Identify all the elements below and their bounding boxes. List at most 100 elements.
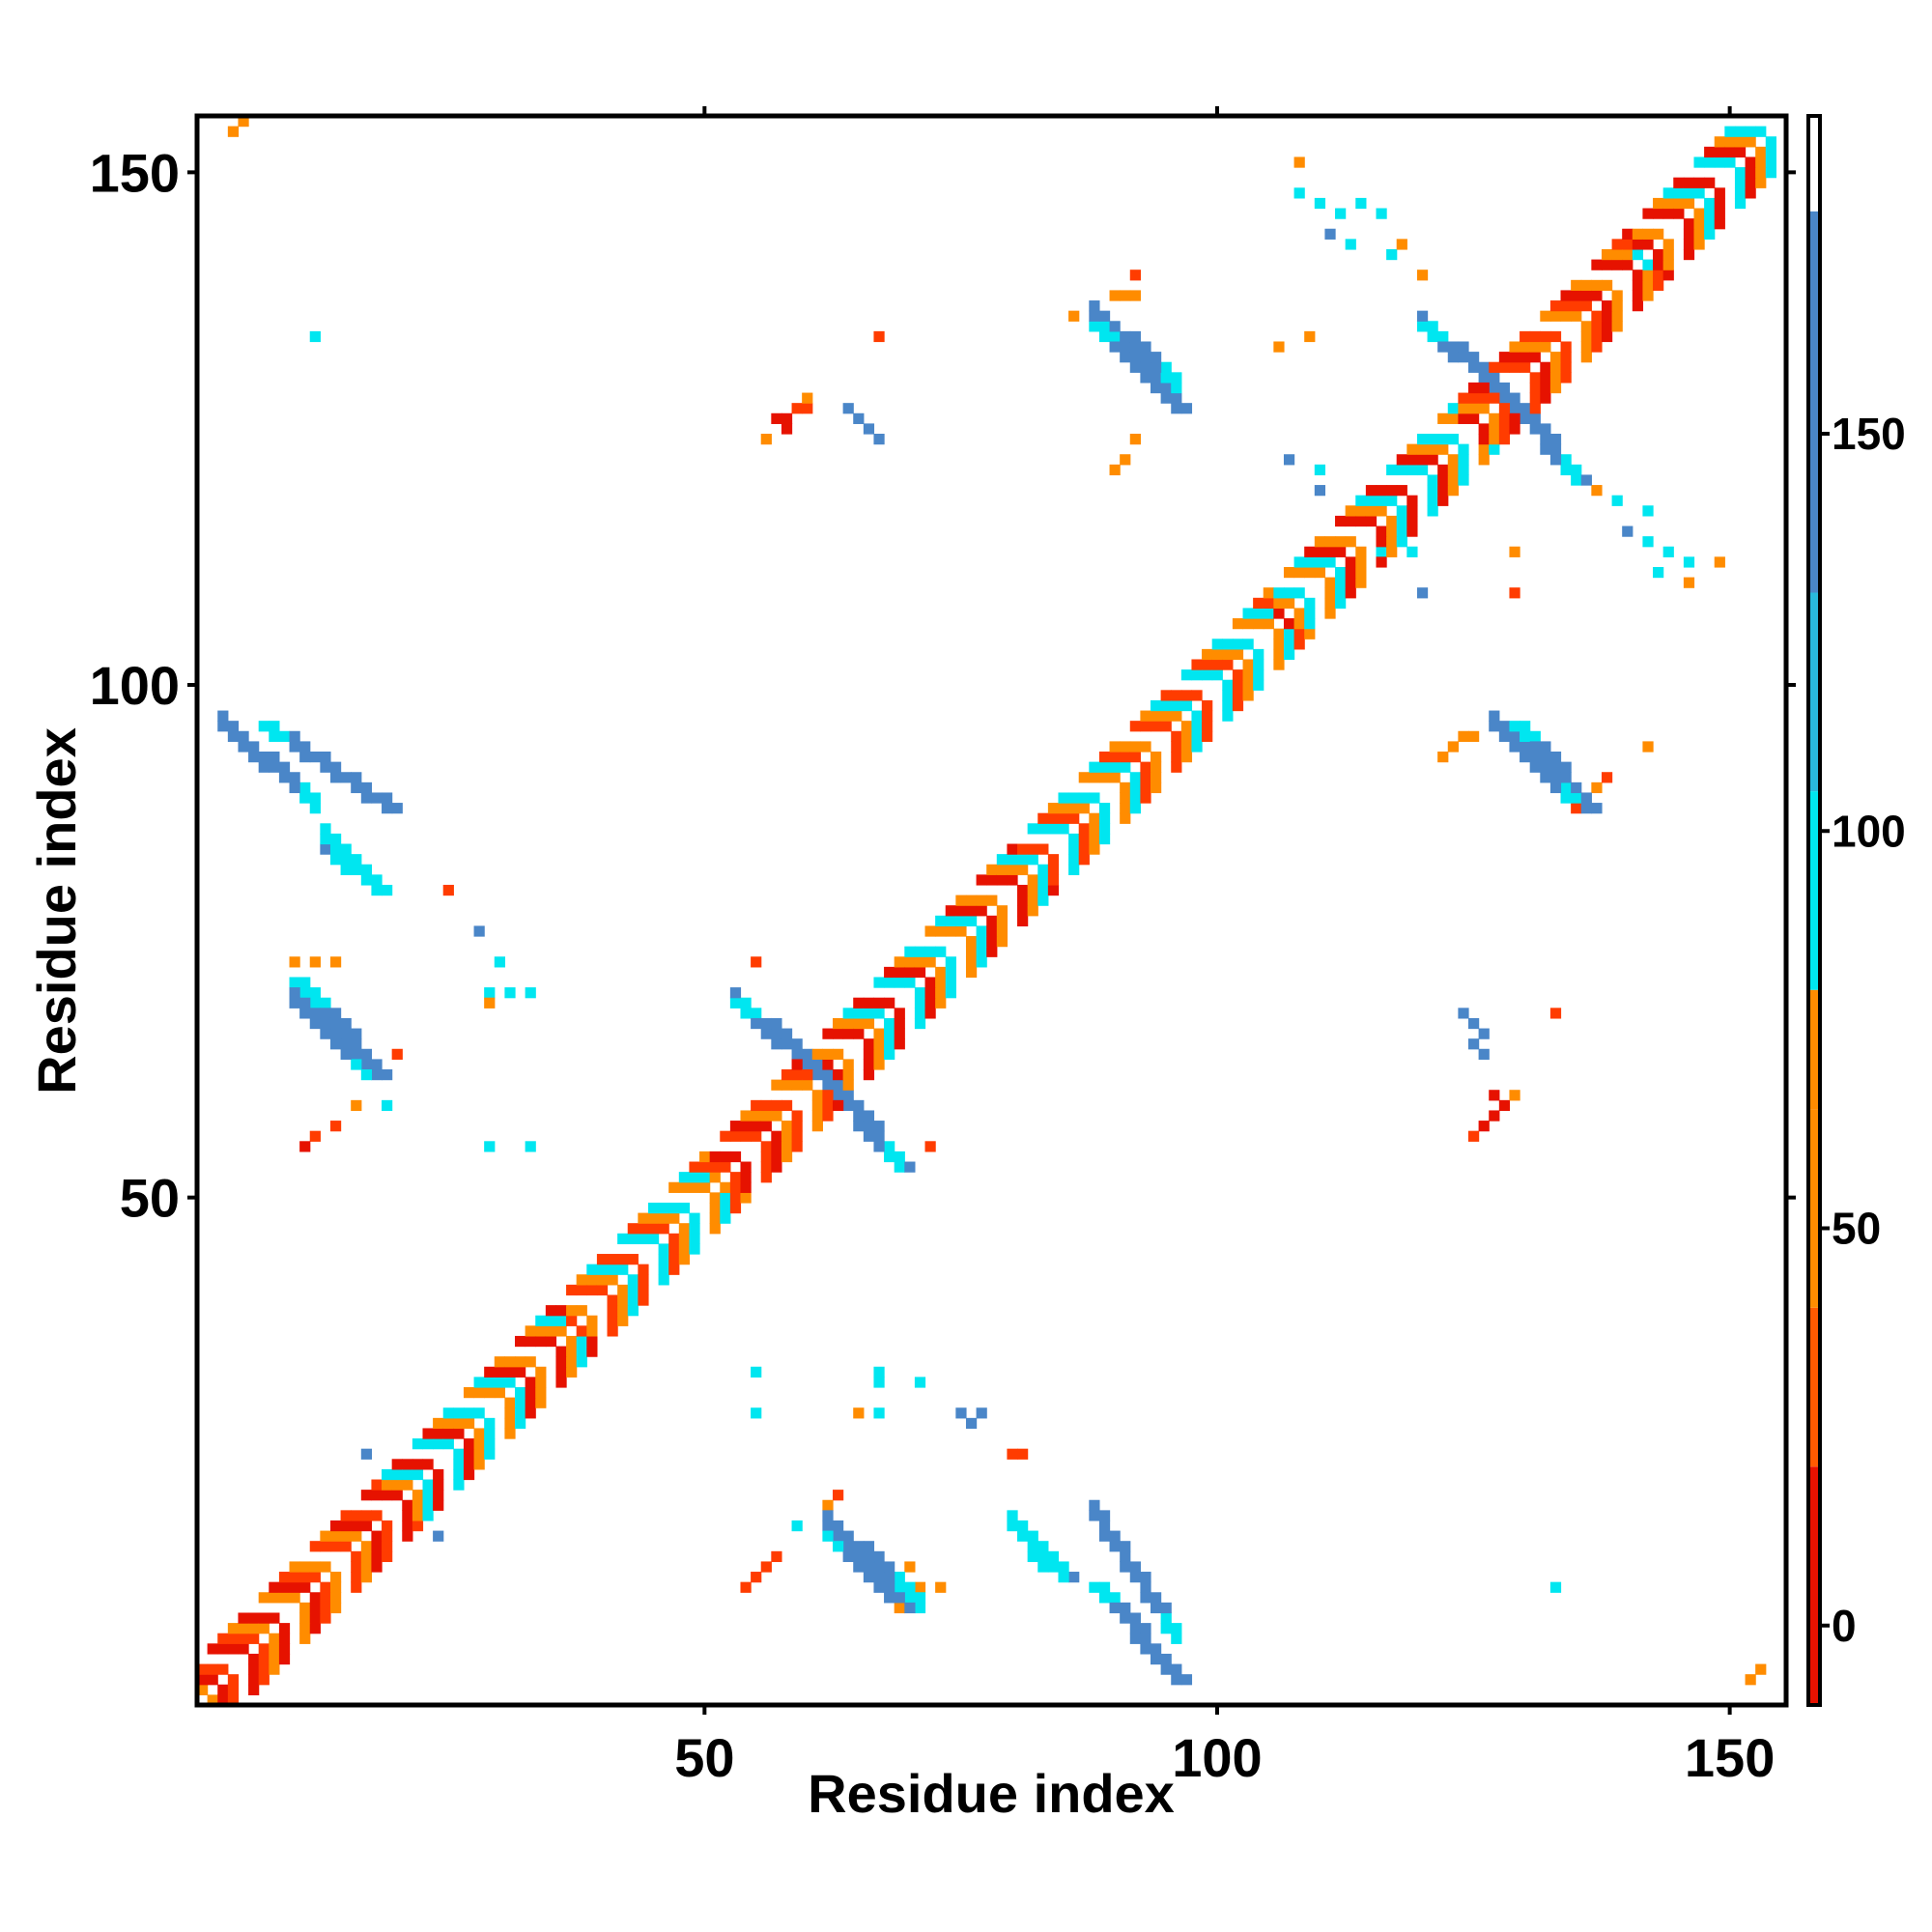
contact-cell — [1293, 156, 1305, 168]
diagonal-cell — [1222, 659, 1234, 670]
diagonal-cell — [1458, 454, 1469, 466]
strand-cell — [1140, 1581, 1151, 1593]
diagonal-cell — [1089, 833, 1100, 845]
diagonal-cell — [781, 1079, 793, 1091]
strand-cell — [1529, 761, 1541, 773]
diagonal-cell — [1017, 915, 1029, 927]
diagonal-cell — [678, 1254, 691, 1265]
contact-cell — [1498, 1099, 1511, 1112]
diagonal-cell — [884, 977, 895, 988]
colorbar-band — [1808, 116, 1820, 212]
diagonal-cell — [914, 1017, 926, 1030]
diagonal-cell — [1580, 330, 1592, 343]
diagonal-cell — [238, 1643, 249, 1655]
strand-cell — [1037, 1550, 1049, 1563]
diagonal-cell — [535, 1315, 547, 1326]
diagonal-cell — [566, 1346, 578, 1357]
strand-cell — [1140, 1572, 1151, 1583]
diagonal-cell — [1642, 279, 1654, 292]
diagonal-cell — [1232, 690, 1244, 701]
diagonal-cell — [781, 1069, 793, 1081]
diagonal-cell — [278, 1633, 291, 1644]
diagonal-cell — [238, 1612, 249, 1624]
contact-cell — [1017, 1448, 1029, 1460]
diagonal-cell — [607, 1305, 618, 1317]
diagonal-cell — [1498, 412, 1511, 424]
contact-cell — [391, 1048, 403, 1060]
diagonal-cell — [1529, 330, 1541, 343]
strand-cell — [1151, 372, 1162, 384]
strand-cell — [740, 997, 752, 1009]
diagonal-cell — [1345, 556, 1356, 568]
strand-cell — [1160, 1612, 1172, 1624]
diagonal-cell — [1642, 290, 1654, 301]
diagonal-cell — [740, 1161, 752, 1173]
diagonal-cell — [1704, 228, 1716, 240]
diagonal-cell — [1027, 874, 1038, 886]
strand-cell — [382, 1069, 393, 1081]
strand-cell — [1549, 761, 1562, 773]
contact-cell — [1591, 485, 1603, 497]
diagonal-cell — [586, 1315, 598, 1326]
diagonal-cell — [412, 1490, 424, 1501]
strand-cell — [340, 772, 352, 783]
diagonal-cell — [576, 1346, 587, 1357]
diagonal-cell — [1406, 505, 1418, 517]
diagonal-cell — [1068, 854, 1080, 866]
diagonal-cell — [955, 895, 967, 906]
diagonal-cell — [1242, 618, 1254, 630]
strand-cell — [299, 752, 311, 763]
diagonal-cell — [1386, 515, 1398, 527]
diagonal-cell — [863, 1059, 875, 1070]
diagonal-cell — [320, 1530, 331, 1542]
diagonal-cell — [1191, 730, 1203, 742]
diagonal-cell — [1520, 330, 1531, 343]
diagonal-cell — [484, 1428, 496, 1439]
y-axis-title: Residue index — [26, 727, 87, 1094]
diagonal-cell — [627, 1294, 639, 1306]
strand-cell — [833, 1541, 844, 1552]
diagonal-cell — [433, 1490, 444, 1501]
strand-cell — [320, 761, 331, 773]
diagonal-cell — [1098, 812, 1111, 824]
diagonal-cell — [760, 1141, 772, 1152]
diagonal-cell — [382, 1530, 393, 1542]
diagonal-cell — [1345, 505, 1356, 517]
contact-cell — [1416, 587, 1429, 599]
diagonal-cell — [1253, 679, 1264, 691]
diagonal-cell — [1253, 597, 1264, 610]
diagonal-cell — [402, 1520, 413, 1532]
diagonal-cell — [842, 1008, 854, 1019]
diagonal-cell — [1355, 566, 1367, 579]
diagonal-cell — [351, 1561, 362, 1573]
diagonal-cell — [842, 1059, 854, 1070]
strand-cell — [1109, 330, 1121, 343]
diagonal-cell — [822, 1048, 834, 1060]
strand-cell — [1529, 423, 1541, 435]
strand-cell — [382, 792, 393, 804]
diagonal-cell — [678, 1202, 691, 1214]
diagonal-cell — [1509, 423, 1520, 435]
strand-cell — [238, 741, 249, 753]
diagonal-cell — [1129, 772, 1141, 783]
contact-cell — [1396, 239, 1407, 250]
diagonal-cell — [329, 1592, 342, 1604]
diagonal-cell — [1468, 382, 1480, 394]
diagonal-cell — [1498, 352, 1511, 363]
contact-cell — [299, 1141, 311, 1152]
diagonal-cell — [1745, 126, 1756, 137]
strand-cell — [863, 1541, 875, 1552]
diagonal-cell — [822, 1059, 834, 1070]
diagonal-cell — [1406, 526, 1418, 537]
diagonal-cell — [1222, 648, 1234, 661]
strand-cell — [1089, 1510, 1100, 1521]
strand-cell — [1140, 352, 1151, 363]
diagonal-cell — [525, 1335, 536, 1348]
strand-cell — [1160, 382, 1172, 394]
diagonal-cell — [596, 1254, 609, 1265]
diagonal-cell — [1693, 218, 1705, 230]
diagonal-cell — [965, 956, 978, 968]
strand-cell — [822, 1069, 834, 1081]
diagonal-cell — [1580, 352, 1592, 363]
diagonal-cell — [729, 1202, 742, 1214]
